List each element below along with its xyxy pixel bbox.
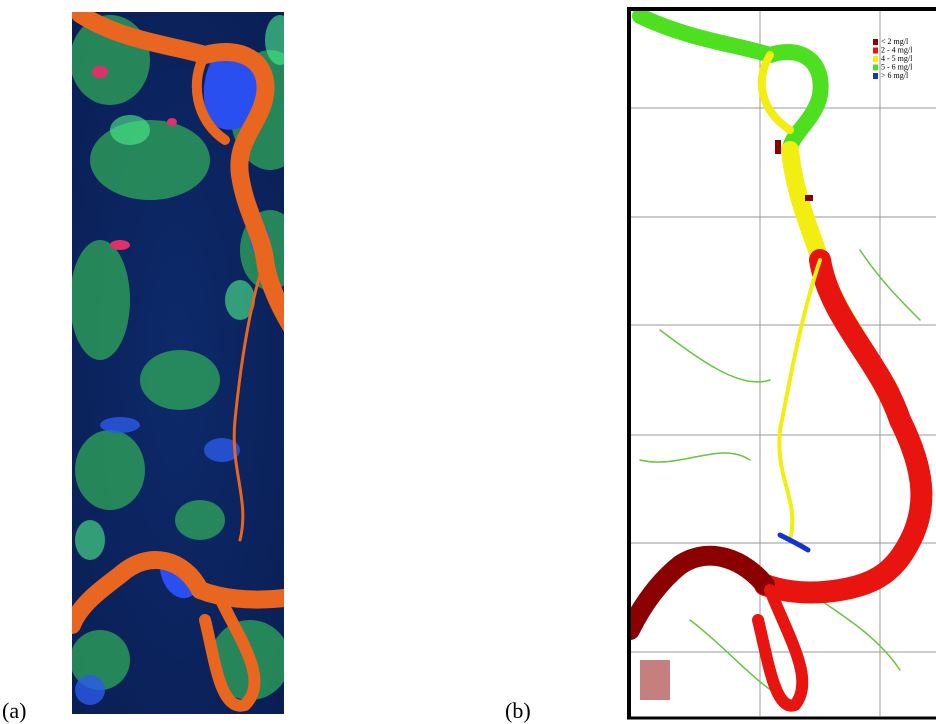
legend-swatch [873,39,878,45]
figure: (a) < 2 mg/l2 - 4 mg/l4 - 5 mg/l5 - 6 mg… [0,0,936,724]
legend-label: > 6 mg/l [881,71,909,80]
legend-swatch [873,65,878,71]
legend-swatch [873,48,878,54]
panel-label: (b) [505,698,531,723]
panel-label: (a) [2,698,26,723]
classified-map [630,10,936,716]
legend-swatch [873,73,878,79]
satellite-image [70,12,400,714]
legend-swatch [873,56,878,62]
